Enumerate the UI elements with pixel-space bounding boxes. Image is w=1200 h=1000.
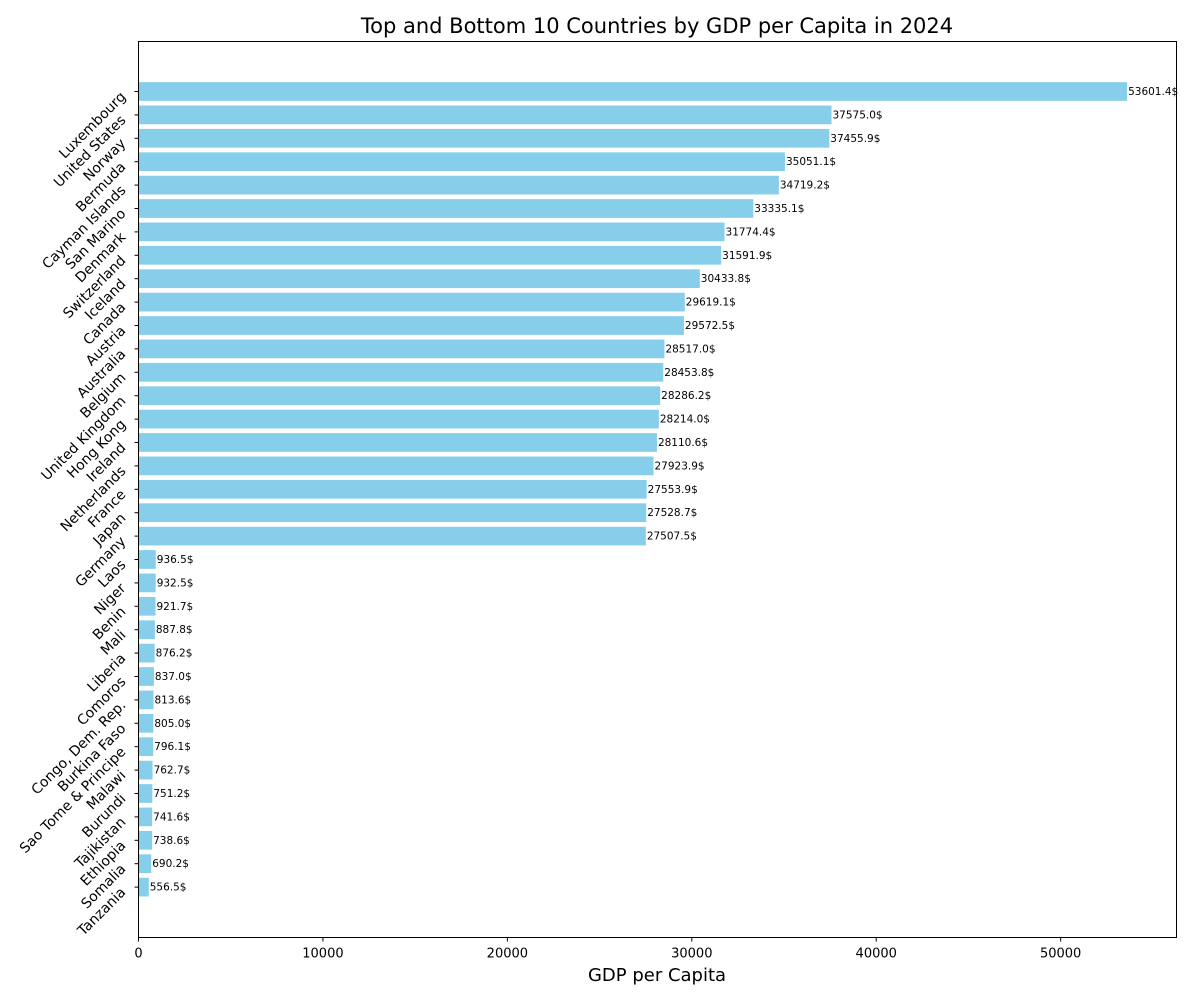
- bars-group: [138, 82, 1128, 897]
- bar: [138, 596, 156, 616]
- bar: [138, 620, 155, 640]
- x-tick-label: 0: [134, 947, 142, 962]
- bar: [138, 269, 700, 289]
- bar: [138, 175, 779, 195]
- bar: [138, 877, 149, 897]
- x-tick-label: 40000: [856, 947, 897, 962]
- data-label: 738.6$: [153, 835, 190, 847]
- bar: [138, 82, 1128, 101]
- data-label: 932.5$: [157, 577, 194, 589]
- bar: [138, 245, 722, 265]
- data-label: 796.1$: [154, 741, 191, 753]
- data-label: 31774.4$: [726, 226, 776, 238]
- data-label: 30433.8$: [701, 273, 751, 285]
- x-tick-label: 30000: [671, 947, 712, 962]
- data-label: 27507.5$: [647, 531, 697, 543]
- data-label: 37575.0$: [833, 109, 883, 121]
- bar: [138, 409, 659, 429]
- bar: [138, 690, 154, 710]
- bar: [138, 526, 646, 546]
- data-label: 837.0$: [155, 671, 192, 683]
- data-labels-group: 53601.4$ 37575.0$ 37455.9$ 35051.1$ 34719.2$…: [150, 86, 1178, 894]
- bar: [138, 199, 754, 218]
- bar: [138, 128, 830, 148]
- bar: [138, 433, 657, 452]
- bar: [138, 152, 785, 172]
- x-tick-label: 10000: [302, 947, 343, 962]
- x-axis-label: GDP per Capita: [588, 965, 726, 986]
- bar: [138, 713, 154, 733]
- chart-title: Top and Bottom 10 Countries by GDP per C…: [360, 14, 953, 38]
- bar: [138, 760, 153, 780]
- data-label: 751.2$: [153, 788, 190, 800]
- data-label: 28286.2$: [661, 390, 711, 402]
- bar: [138, 667, 154, 686]
- bar: [138, 362, 664, 382]
- data-label: 28517.0$: [665, 343, 715, 355]
- data-label: 34719.2$: [780, 180, 830, 192]
- bar: [138, 316, 684, 335]
- data-label: 27553.9$: [648, 484, 698, 496]
- data-label: 876.2$: [156, 648, 193, 660]
- data-label: 28110.6$: [658, 437, 708, 449]
- data-label: 556.5$: [150, 882, 187, 894]
- bar: [138, 550, 156, 569]
- bar: [138, 643, 155, 663]
- bar: [138, 830, 153, 850]
- x-tick-label: 20000: [487, 947, 528, 962]
- bar: [138, 854, 152, 874]
- bar: [138, 784, 153, 803]
- x-tick-label: 50000: [1040, 947, 1081, 962]
- data-label: 27923.9$: [655, 460, 705, 472]
- bar: [138, 105, 832, 125]
- bar: [138, 737, 154, 757]
- bar: [138, 339, 665, 359]
- data-label: 28214.0$: [660, 414, 710, 426]
- data-label: 690.2$: [152, 858, 189, 870]
- data-label: 762.7$: [154, 765, 191, 777]
- data-label: 53601.4$: [1128, 86, 1178, 98]
- data-label: 35051.1$: [786, 156, 836, 168]
- data-label: 29572.5$: [685, 320, 735, 332]
- data-label: 27528.7$: [647, 507, 697, 519]
- data-label: 887.8$: [156, 624, 193, 636]
- plot-frame: [138, 41, 1177, 938]
- bar: [138, 573, 156, 593]
- bar: [138, 807, 153, 827]
- bar: [138, 222, 725, 242]
- data-label: 28453.8$: [664, 367, 714, 379]
- bar: [138, 292, 685, 312]
- data-label: 813.6$: [155, 694, 192, 706]
- data-label: 31591.9$: [722, 250, 772, 262]
- data-label: 37455.9$: [830, 133, 880, 145]
- x-axis: 0 10000 20000 30000 40000 50000: [134, 937, 1081, 962]
- bar: [138, 479, 647, 499]
- data-label: 29619.1$: [686, 297, 736, 309]
- data-label: 936.5$: [157, 554, 194, 566]
- data-label: 33335.1$: [754, 203, 804, 215]
- bar: [138, 503, 647, 523]
- data-label: 741.6$: [153, 811, 190, 823]
- data-label: 805.0$: [154, 718, 191, 730]
- bar: [138, 386, 661, 406]
- data-label: 921.7$: [156, 601, 193, 613]
- bar: [138, 456, 654, 476]
